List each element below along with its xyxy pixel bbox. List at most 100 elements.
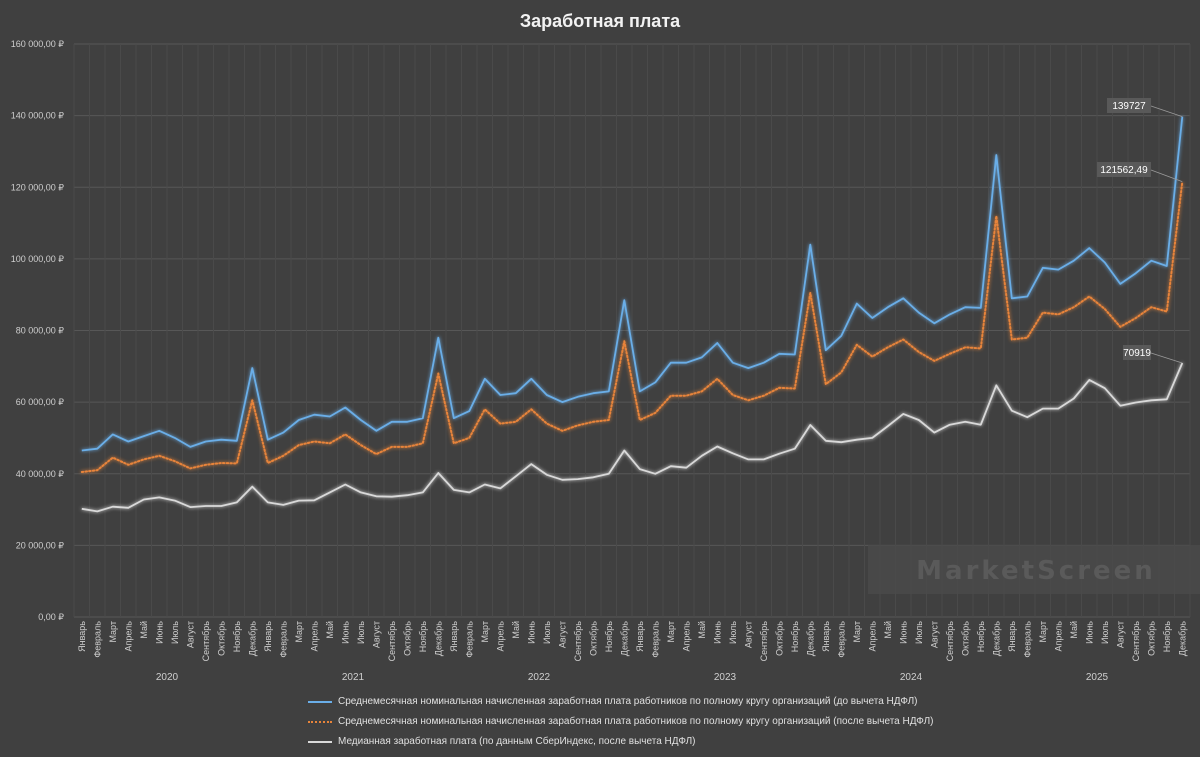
x-month-label: Октябрь	[960, 621, 970, 656]
legend-label-median: Медианная заработная плата (по данным Сб…	[338, 736, 696, 747]
y-tick-label: 40 000,00 ₽	[16, 469, 65, 479]
x-month-label: Сентябрь	[387, 621, 397, 662]
x-month-label: Январь	[635, 621, 645, 652]
x-month-label: Октябрь	[216, 621, 226, 656]
end-label-leader-0	[1150, 105, 1183, 117]
x-month-label: Февраль	[650, 621, 660, 658]
x-month-label: Ноябрь	[976, 621, 986, 653]
end-label-leader-2	[1150, 352, 1183, 364]
x-month-label: Декабрь	[433, 621, 443, 656]
x-month-label: Май	[139, 621, 149, 639]
x-month-label: Декабрь	[1177, 621, 1187, 656]
x-month-label: Март	[666, 621, 676, 643]
x-month-label: Ноябрь	[604, 621, 614, 653]
x-month-label: Декабрь	[991, 621, 1001, 656]
end-label-1: 121562,49	[1100, 165, 1148, 176]
x-month-label: Май	[1069, 621, 1079, 639]
legend-swatch-gross	[308, 701, 332, 703]
x-month-label: Июнь	[898, 621, 908, 644]
legend-item-net: Среднемесячная номинальная начисленная з…	[308, 712, 933, 732]
x-month-label: Ноябрь	[790, 621, 800, 653]
y-tick-label: 120 000,00 ₽	[11, 182, 65, 192]
x-month-label: Август	[929, 621, 939, 648]
x-month-label: Апрель	[309, 621, 319, 652]
x-month-label: Октябрь	[774, 621, 784, 656]
x-month-label: Ноябрь	[1162, 621, 1172, 653]
end-label-box-0	[1107, 98, 1151, 113]
x-month-label: Октябрь	[588, 621, 598, 656]
legend-swatch-net	[308, 721, 332, 723]
x-month-label: Июнь	[1084, 621, 1094, 644]
legend-item-median: Медианная заработная плата (по данным Сб…	[308, 732, 933, 752]
x-month-label: Май	[325, 621, 335, 639]
x-month-label: Февраль	[464, 621, 474, 658]
end-label-box-2	[1123, 345, 1151, 360]
x-month-label: Февраль	[1022, 621, 1032, 658]
x-month-label: Июнь	[340, 621, 350, 644]
x-month-label: Февраль	[92, 621, 102, 658]
x-month-label: Апрель	[1053, 621, 1063, 652]
x-month-label: Декабрь	[619, 621, 629, 656]
x-month-label: Май	[883, 621, 893, 639]
series-line-2	[81, 362, 1184, 513]
y-tick-label: 20 000,00 ₽	[16, 540, 65, 550]
x-month-label: Август	[743, 621, 753, 648]
x-month-label: Июль	[356, 621, 366, 644]
y-tick-label: 140 000,00 ₽	[11, 111, 65, 121]
x-month-label: Сентябрь	[201, 621, 211, 662]
x-month-label: Март	[1038, 621, 1048, 643]
x-month-label: Май	[511, 621, 521, 639]
end-label-leader-1	[1150, 169, 1183, 183]
end-label-0: 139727	[1112, 101, 1146, 112]
chart-title: Заработная плата	[520, 11, 681, 31]
x-month-label: Апрель	[681, 621, 691, 652]
x-year-label: 2020	[156, 672, 179, 683]
x-month-label: Ноябрь	[418, 621, 428, 653]
x-month-label: Апрель	[495, 621, 505, 652]
x-month-label: Октябрь	[402, 621, 412, 656]
legend-item-gross: Среднемесячная номинальная начисленная з…	[308, 692, 933, 712]
x-month-label: Сентябрь	[945, 621, 955, 662]
x-month-label: Декабрь	[247, 621, 257, 656]
watermark-box	[868, 545, 1200, 594]
x-month-label: Июль	[170, 621, 180, 644]
x-month-label: Январь	[1007, 621, 1017, 652]
legend: Среднемесячная номинальная начисленная з…	[308, 692, 933, 752]
x-month-label: Март	[852, 621, 862, 643]
x-month-label: Август	[371, 621, 381, 648]
legend-label-gross: Среднемесячная номинальная начисленная з…	[338, 696, 918, 707]
x-month-label: Апрель	[123, 621, 133, 652]
x-year-label: 2025	[1086, 672, 1109, 683]
x-year-label: 2022	[528, 672, 551, 683]
x-month-label: Июль	[914, 621, 924, 644]
x-month-label: Июнь	[526, 621, 536, 644]
x-year-label: 2024	[900, 672, 923, 683]
y-tick-label: 0,00 ₽	[38, 612, 64, 622]
x-month-label: Июнь	[154, 621, 164, 644]
x-month-label: Март	[108, 621, 118, 643]
x-month-label: Январь	[77, 621, 87, 652]
x-month-label: Август	[1115, 621, 1125, 648]
watermark-text: MarketScreen	[916, 556, 1156, 586]
x-month-label: Апрель	[867, 621, 877, 652]
legend-swatch-median	[308, 741, 332, 743]
end-label-box-1	[1097, 162, 1151, 177]
x-month-label: Февраль	[836, 621, 846, 658]
y-tick-label: 80 000,00 ₽	[16, 326, 65, 336]
series-line-0	[81, 116, 1184, 452]
x-month-label: Май	[697, 621, 707, 639]
x-month-label: Сентябрь	[1131, 621, 1141, 662]
x-month-label: Июль	[1100, 621, 1110, 644]
y-tick-label: 160 000,00 ₽	[11, 39, 65, 49]
legend-label-net: Среднемесячная номинальная начисленная з…	[338, 716, 934, 727]
x-month-label: Декабрь	[805, 621, 815, 656]
x-month-label: Сентябрь	[573, 621, 583, 662]
x-month-label: Февраль	[278, 621, 288, 658]
end-label-2: 70919	[1123, 348, 1151, 359]
x-month-label: Июнь	[712, 621, 722, 644]
x-month-label: Июль	[542, 621, 552, 644]
x-month-label: Сентябрь	[759, 621, 769, 662]
x-month-label: Ноябрь	[232, 621, 242, 653]
x-year-label: 2023	[714, 672, 737, 683]
